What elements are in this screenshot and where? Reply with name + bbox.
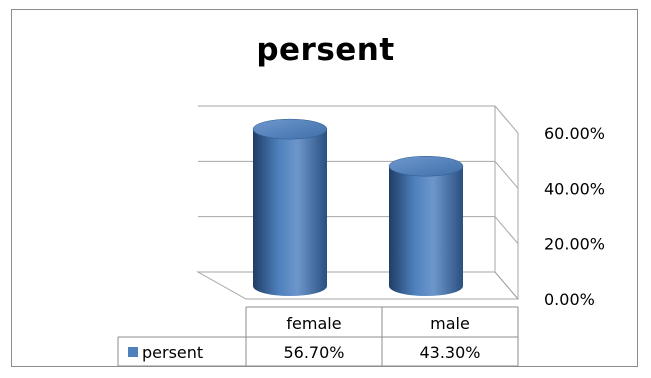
chart-bars — [252, 118, 464, 296]
gridline-side — [494, 105, 519, 134]
y-axis-ticks: 60.00% 40.00% 20.00% 0.00% — [544, 124, 605, 309]
gridline-side — [494, 161, 519, 189]
chart-floor — [196, 271, 520, 300]
data-label: 43.30% — [419, 343, 480, 362]
data-table: female male 56.70% 43.30% persent — [117, 306, 519, 367]
data-label: 56.70% — [283, 343, 344, 362]
bar-male — [389, 166, 463, 296]
category-label: female — [286, 314, 341, 333]
gridline-side — [494, 216, 519, 244]
y-tick-label: 20.00% — [544, 235, 605, 254]
y-tick-label: 0.00% — [544, 290, 595, 309]
bar-female — [253, 129, 327, 296]
category-label: male — [430, 314, 470, 333]
legend-series-name: persent — [142, 343, 203, 362]
legend-swatch — [128, 347, 138, 357]
y-tick-label: 60.00% — [544, 124, 605, 143]
chart-walls — [196, 105, 520, 300]
y-tick-label: 40.00% — [544, 179, 605, 198]
bar-top-male — [388, 155, 464, 177]
bar-top-female — [252, 118, 328, 140]
chart-title: persent — [256, 32, 395, 68]
